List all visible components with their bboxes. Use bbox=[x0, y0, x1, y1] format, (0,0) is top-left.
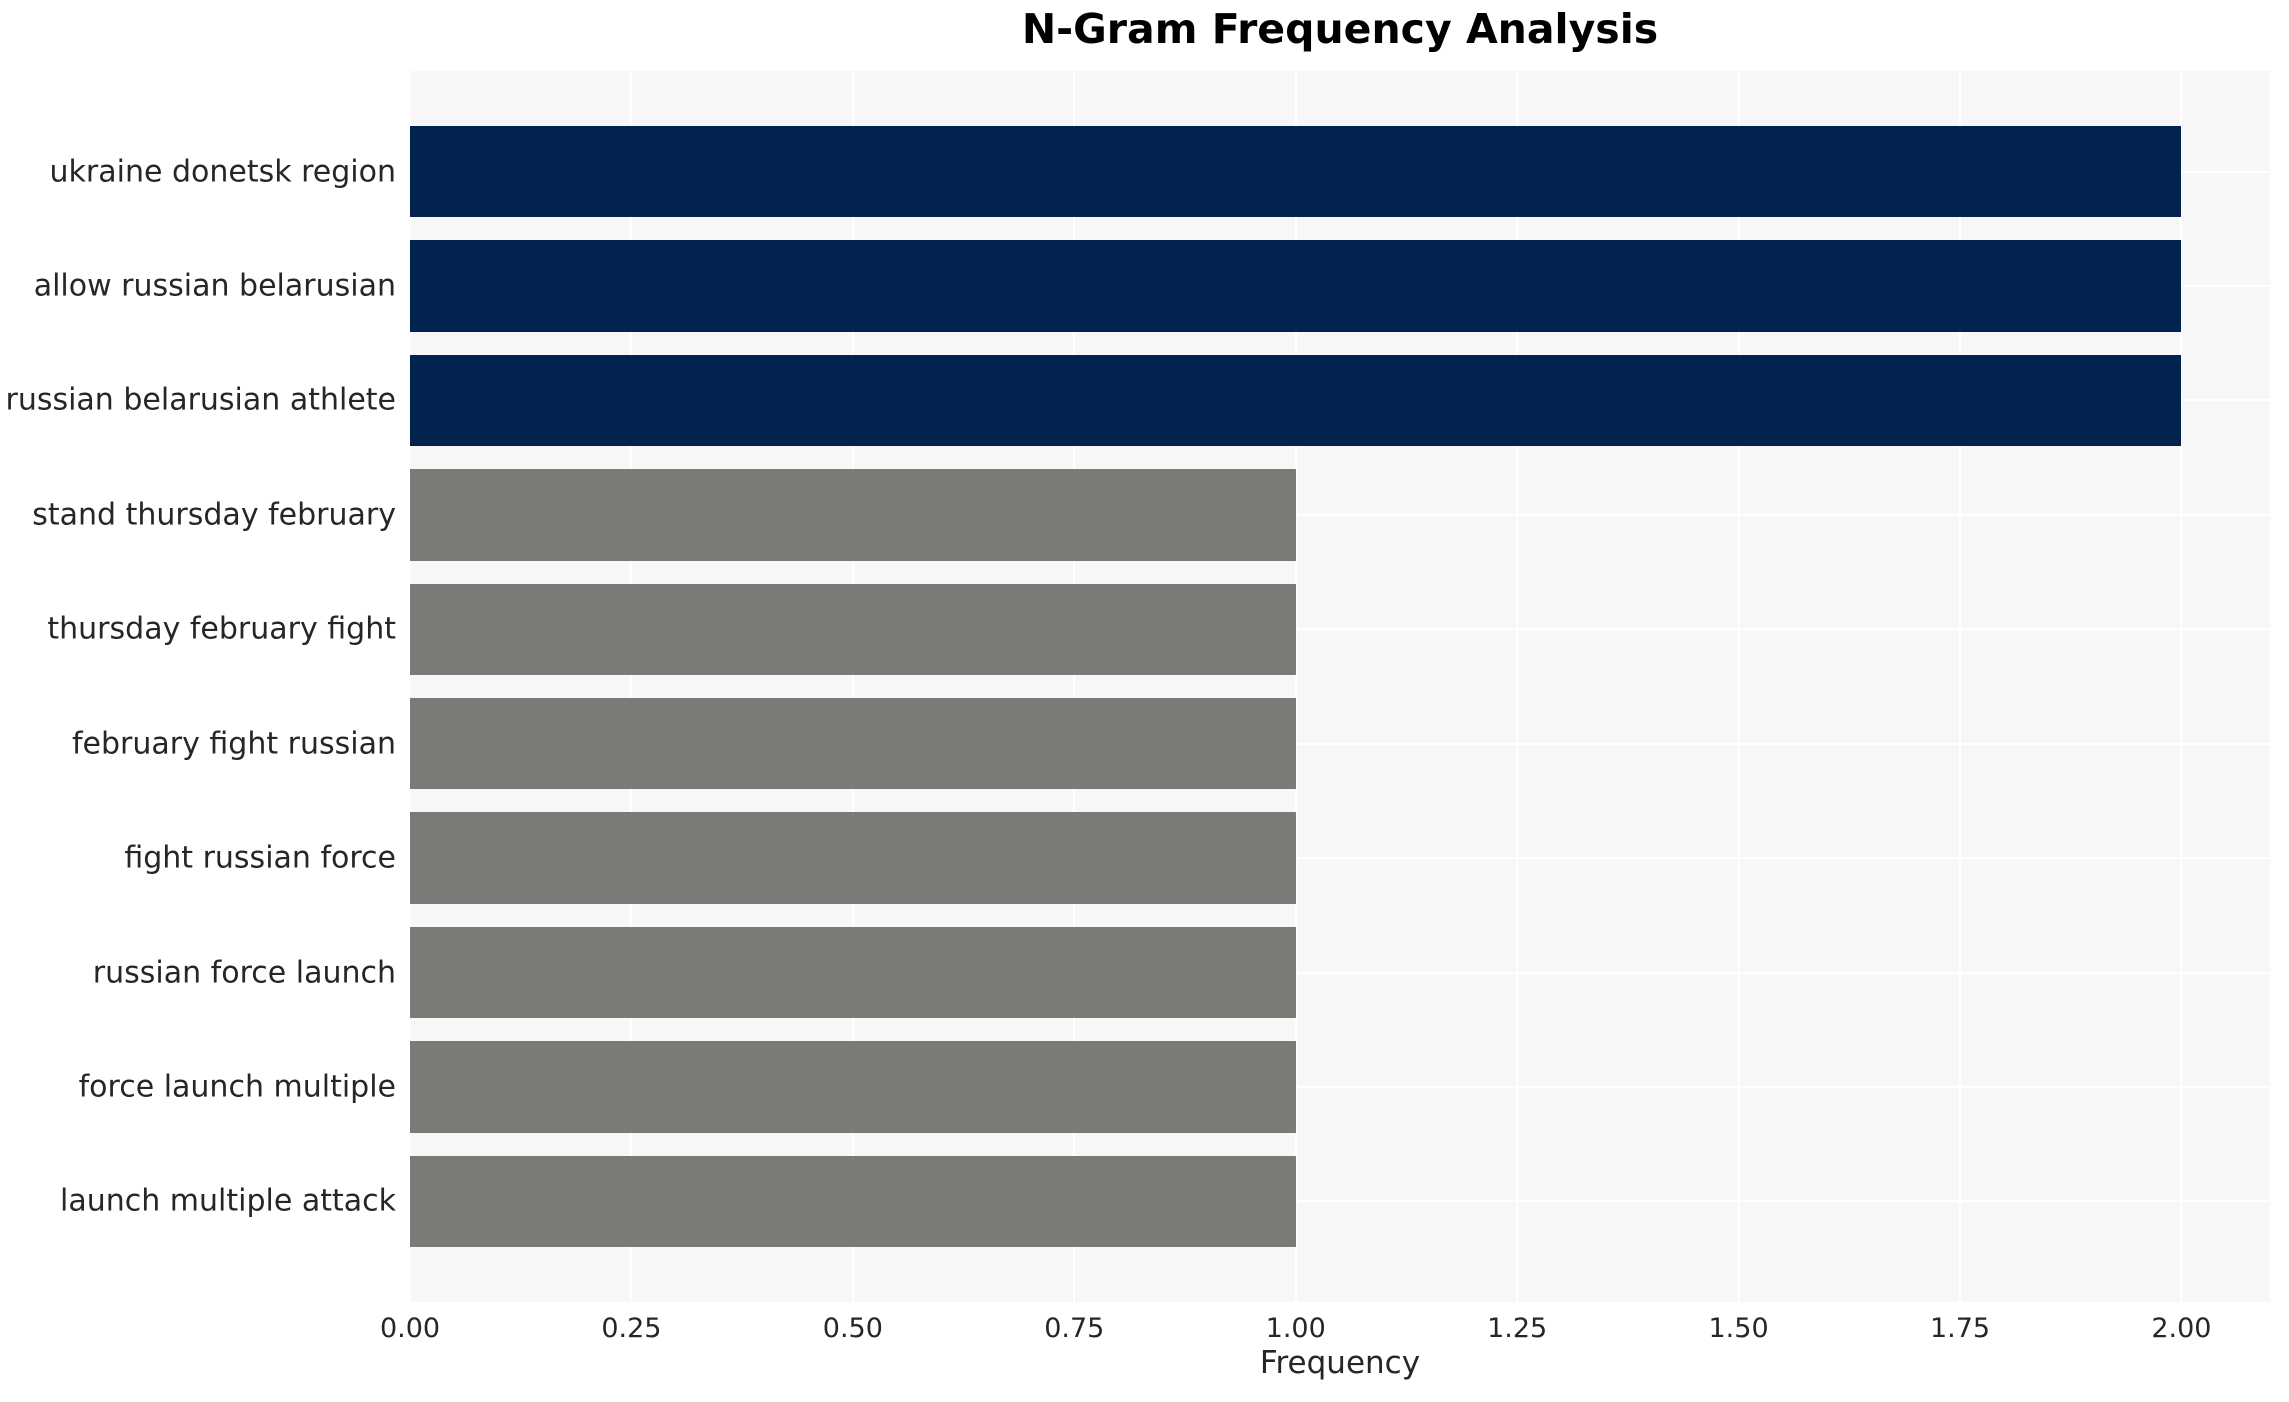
bar-ukraine-donetsk-region bbox=[410, 125, 2182, 218]
y-gridline bbox=[410, 742, 2270, 745]
y-gridline bbox=[410, 628, 2270, 631]
x-tick-label: 1.50 bbox=[1708, 1313, 1769, 1344]
x-gridline bbox=[1959, 71, 1961, 1302]
bar-thursday-february-fight bbox=[410, 583, 1296, 676]
x-tick-label: 0.50 bbox=[822, 1313, 883, 1344]
x-gridline bbox=[409, 71, 411, 1302]
y-tick-label: fight russian force bbox=[124, 840, 396, 876]
y-tick-label: force launch multiple bbox=[78, 1069, 396, 1105]
bar-launch-multiple-attack bbox=[410, 1155, 1296, 1248]
bar-fight-russian-force bbox=[410, 812, 1296, 904]
y-tick-label: russian belarusian athlete bbox=[5, 382, 396, 418]
x-gridline bbox=[851, 71, 854, 1302]
bar-russian-belarusian-athlete bbox=[410, 354, 2182, 447]
x-tick-label: 1.00 bbox=[1265, 1313, 1326, 1344]
x-axis-label: Frequency bbox=[1259, 1345, 1421, 1381]
y-gridline bbox=[410, 1200, 2270, 1203]
x-gridline bbox=[1516, 71, 1519, 1302]
x-tick-label: 1.25 bbox=[1487, 1313, 1548, 1344]
y-tick-label: february fight russian bbox=[71, 726, 396, 762]
y-tick-label: stand thursday february bbox=[32, 497, 396, 533]
y-gridline bbox=[410, 857, 2270, 860]
y-tick-label: allow russian belarusian bbox=[33, 268, 396, 304]
x-tick-label: 0.75 bbox=[1044, 1313, 1105, 1344]
y-tick-label: thursday february fight bbox=[47, 611, 396, 647]
x-gridline bbox=[1294, 71, 1297, 1302]
bar-force-launch-multiple bbox=[410, 1041, 1296, 1133]
y-tick-label: launch multiple attack bbox=[60, 1183, 396, 1219]
y-gridline bbox=[410, 971, 2270, 974]
bar-february-fight-russian bbox=[410, 697, 1296, 790]
x-tick-label: 2.00 bbox=[2151, 1313, 2212, 1344]
chart-title: N-Gram Frequency Analysis bbox=[1021, 5, 1659, 53]
x-gridline bbox=[2180, 71, 2183, 1302]
x-gridline bbox=[630, 71, 633, 1302]
x-tick-label: 0.00 bbox=[379, 1313, 441, 1344]
x-tick-label: 0.25 bbox=[601, 1313, 662, 1344]
y-tick-label: ukraine donetsk region bbox=[49, 154, 397, 190]
y-gridline bbox=[410, 1085, 2270, 1088]
x-gridline bbox=[1073, 71, 1076, 1302]
bar-allow-russian-belarusian bbox=[410, 240, 2182, 332]
x-tick-label: 1.75 bbox=[1929, 1313, 1991, 1344]
plot-area bbox=[409, 71, 2270, 1302]
y-gridline bbox=[410, 513, 2270, 516]
bar-russian-force-launch bbox=[410, 926, 1296, 1019]
bar-stand-thursday-february bbox=[410, 469, 1296, 561]
x-gridline bbox=[1737, 71, 1740, 1302]
y-tick-label: russian force launch bbox=[92, 955, 396, 990]
